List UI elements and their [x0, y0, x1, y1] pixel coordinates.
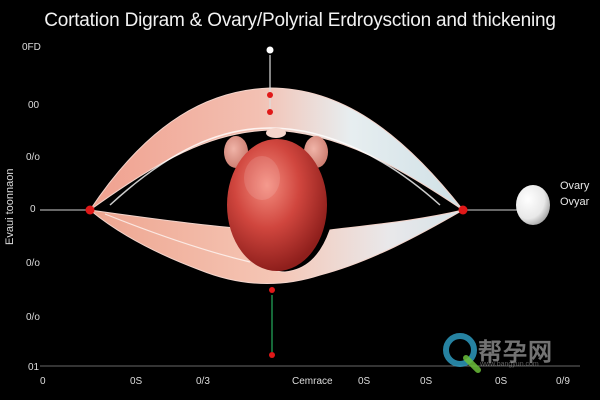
ovary-legend-icon [516, 185, 550, 225]
diagram-title: Cortation Digram & Ovary/Polyrial Erdroy… [44, 10, 556, 31]
x-axis-title: Cemrace [292, 376, 333, 387]
x-tick-label: 0/3 [196, 376, 210, 387]
y-tick-label: 01 [28, 362, 40, 373]
watermark: 帮孕网 www.bangyun.com [440, 332, 590, 376]
lower-wall-lining [104, 213, 251, 263]
y-tick-label: 0/o [26, 152, 40, 163]
x-tick-label: 0S [130, 376, 143, 387]
y-tick-label: 0FD [22, 42, 41, 53]
bottom-indicator-marker [269, 352, 275, 358]
left-endpoint-marker [85, 205, 95, 215]
bottom-indicator-marker [269, 287, 275, 293]
top-indicator-marker [267, 92, 273, 98]
legend-label-ovyar: Ovyar [560, 196, 590, 208]
watermark-logo-icon [443, 333, 481, 373]
x-tick-label: 0 [40, 376, 46, 387]
upper-wall-lining [109, 127, 441, 206]
y-tick-label: 0/o [26, 312, 40, 323]
central-ovary-mass [227, 139, 327, 271]
watermark-subtext: www.bangyun.com [480, 361, 539, 368]
y-tick-label: 0/o [26, 258, 40, 269]
top-indicator-dot [266, 46, 274, 54]
x-tick-label: 0S [358, 376, 371, 387]
x-tick-label: 0S [420, 376, 433, 387]
watermark-text: 帮孕网 [478, 338, 553, 366]
y-tick-label: 00 [28, 100, 40, 111]
right-endpoint-marker [458, 205, 468, 215]
y-tick-label: 0 [30, 204, 36, 215]
x-tick-label: 0S [495, 376, 508, 387]
x-tick-label: 0/9 [556, 376, 570, 387]
top-indicator-marker [267, 109, 273, 115]
mass-highlight [244, 156, 280, 200]
top-cap [266, 128, 286, 138]
legend-label-ovary: Ovary [560, 180, 590, 192]
